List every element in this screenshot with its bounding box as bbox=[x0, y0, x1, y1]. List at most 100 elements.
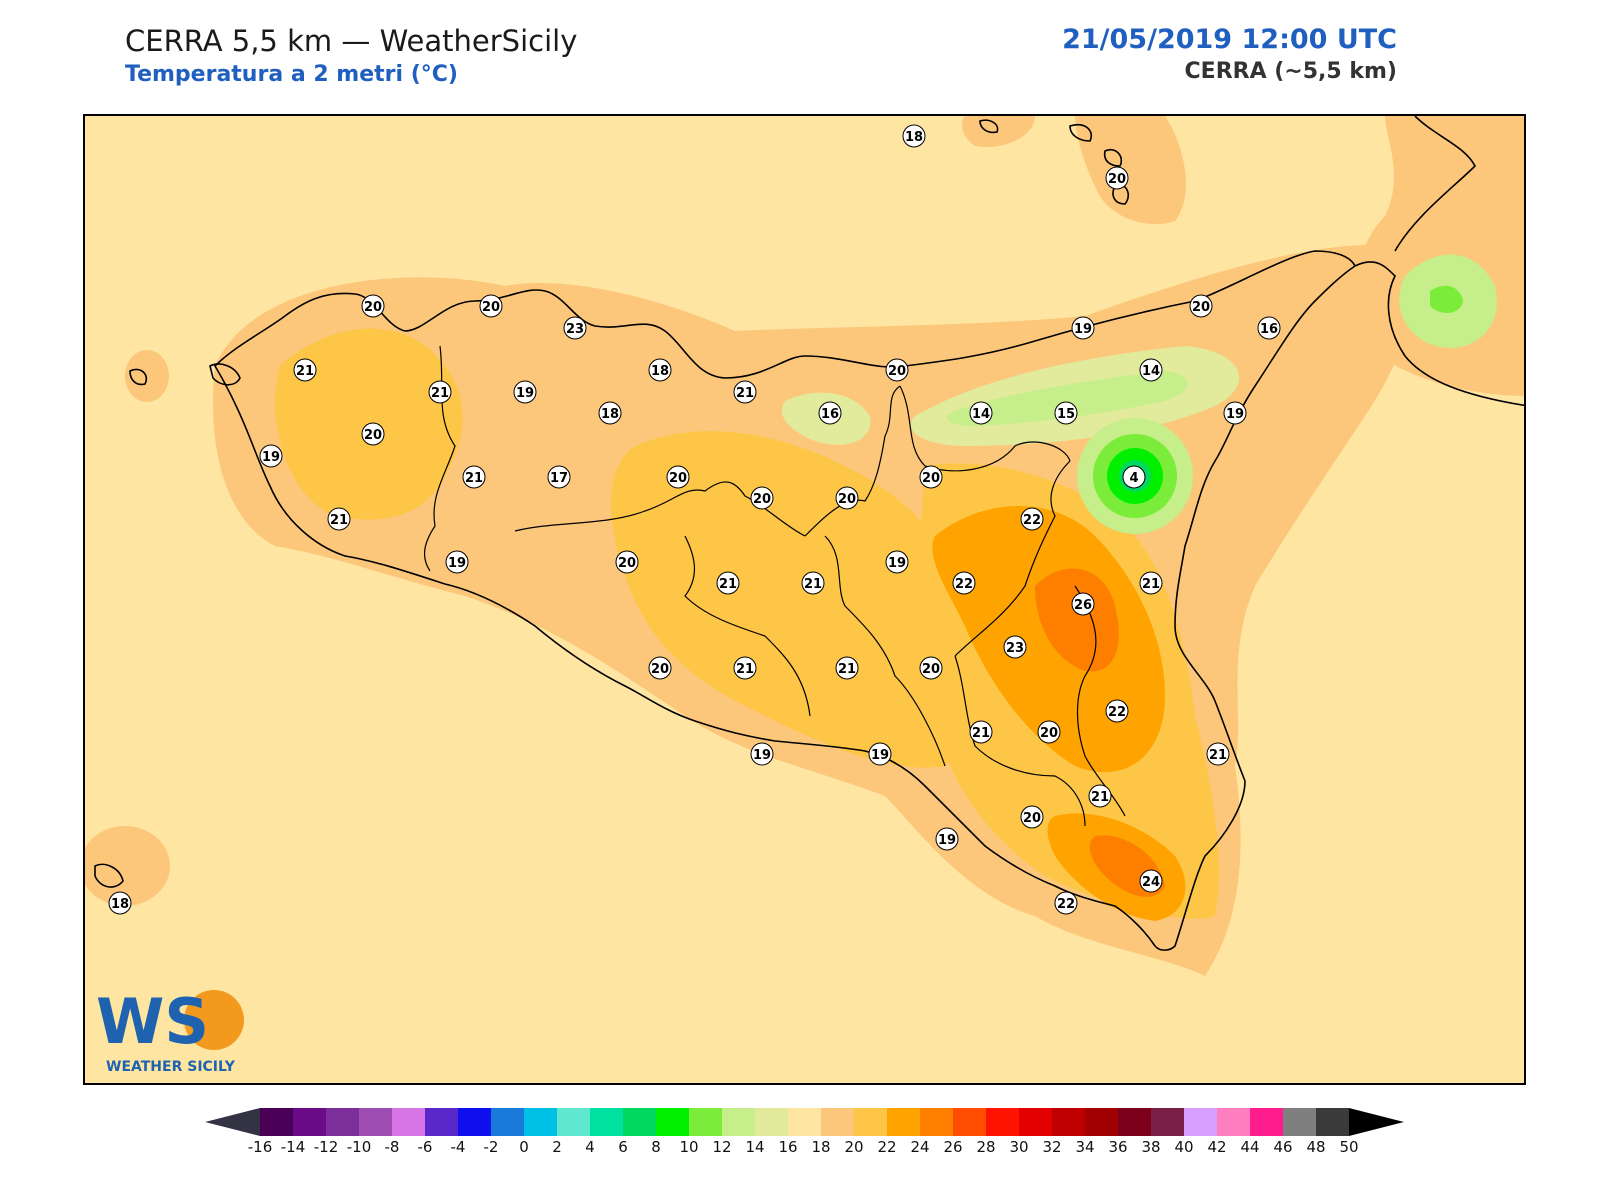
station-value: 20 bbox=[482, 300, 500, 315]
station-marker[interactable]: 21 bbox=[462, 465, 486, 489]
colorbar-swatch bbox=[1019, 1108, 1052, 1136]
station-marker[interactable]: 19 bbox=[935, 827, 959, 851]
station-marker[interactable]: 19 bbox=[513, 380, 537, 404]
border-pa-me bbox=[899, 385, 1071, 472]
station-marker[interactable]: 21 bbox=[733, 380, 757, 404]
colorbar-tick-label: -8 bbox=[384, 1138, 400, 1156]
station-marker[interactable]: 14 bbox=[1139, 358, 1163, 382]
station-value: 21 bbox=[736, 662, 754, 677]
station-marker[interactable]: 20 bbox=[479, 294, 503, 318]
station-markers: 18 20 20 20 23 21 21 19 20 18 18 21 16 2… bbox=[108, 124, 1281, 915]
calabria-cold bbox=[1430, 285, 1463, 313]
station-marker[interactable]: 19 bbox=[259, 444, 283, 468]
station-marker[interactable]: 21 bbox=[293, 358, 317, 382]
colorbar-tick-label: 30 bbox=[1009, 1138, 1029, 1156]
station-marker[interactable]: 20 bbox=[361, 422, 385, 446]
station-marker[interactable]: 14 bbox=[969, 401, 993, 425]
station-value: 14 bbox=[972, 407, 990, 422]
station-marker[interactable]: 22 bbox=[1105, 699, 1129, 723]
map-panel[interactable]: 18 20 20 20 23 21 21 19 20 18 18 21 16 2… bbox=[83, 114, 1526, 1085]
station-marker[interactable]: 21 bbox=[428, 380, 452, 404]
station-marker[interactable]: 24 bbox=[1139, 869, 1163, 893]
station-marker[interactable]: 19 bbox=[885, 550, 909, 574]
station-marker[interactable]: 21 bbox=[835, 656, 859, 680]
station-value: 20 bbox=[364, 428, 382, 443]
station-value: 16 bbox=[821, 407, 839, 422]
station-marker[interactable]: 22 bbox=[952, 571, 976, 595]
station-marker[interactable]: 20 bbox=[835, 486, 859, 510]
station-marker[interactable]: 21 bbox=[1088, 784, 1112, 808]
station-marker[interactable]: 21 bbox=[801, 571, 825, 595]
station-value: 14 bbox=[1142, 364, 1160, 379]
station-value: 21 bbox=[804, 577, 822, 592]
colorbar-tick-label: -2 bbox=[483, 1138, 499, 1156]
station-value: 20 bbox=[364, 300, 382, 315]
station-marker[interactable]: 18 bbox=[902, 124, 926, 148]
weather-sicily-logo: WS WEATHER SICILY bbox=[96, 985, 256, 1075]
station-value: 20 bbox=[922, 662, 940, 677]
station-marker[interactable]: 16 bbox=[1257, 316, 1281, 340]
sun-icon bbox=[184, 990, 244, 1050]
station-marker[interactable]: 19 bbox=[1223, 401, 1247, 425]
egadi-island-2 bbox=[209, 363, 241, 386]
station-marker[interactable]: 22 bbox=[1020, 507, 1044, 531]
sicily-coastline bbox=[213, 250, 1357, 951]
station-value: 4 bbox=[1129, 471, 1138, 486]
station-marker[interactable]: 15 bbox=[1054, 401, 1078, 425]
station-marker[interactable]: 23 bbox=[563, 316, 587, 340]
colorbar-swatch bbox=[953, 1108, 986, 1136]
station-marker[interactable]: 20 bbox=[1189, 294, 1213, 318]
station-marker[interactable]: 19 bbox=[750, 742, 774, 766]
station-marker[interactable]: 4 bbox=[1122, 465, 1146, 489]
station-value: 19 bbox=[262, 450, 280, 465]
station-marker[interactable]: 20 bbox=[666, 465, 690, 489]
colorbar-tick-label: -16 bbox=[247, 1138, 273, 1156]
station-value: 16 bbox=[1260, 322, 1278, 337]
station-marker[interactable]: 20 bbox=[648, 656, 672, 680]
station-value: 17 bbox=[550, 471, 568, 486]
station-marker[interactable]: 21 bbox=[969, 720, 993, 744]
station-marker[interactable]: 23 bbox=[1003, 635, 1027, 659]
colorbar-swatch bbox=[1250, 1108, 1283, 1136]
pantelleria-island bbox=[94, 863, 124, 888]
calabria-coast bbox=[1354, 261, 1524, 407]
station-marker[interactable]: 18 bbox=[598, 401, 622, 425]
station-marker[interactable]: 21 bbox=[716, 571, 740, 595]
station-marker[interactable]: 19 bbox=[445, 550, 469, 574]
station-marker[interactable]: 21 bbox=[1206, 742, 1230, 766]
station-value: 19 bbox=[871, 748, 889, 763]
station-marker[interactable]: 21 bbox=[733, 656, 757, 680]
colorbar-tick-label: 32 bbox=[1042, 1138, 1062, 1156]
station-marker[interactable]: 16 bbox=[818, 401, 842, 425]
station-value: 18 bbox=[111, 897, 129, 912]
station-marker[interactable]: 22 bbox=[1054, 891, 1078, 915]
colorbar-tick-label: 50 bbox=[1339, 1138, 1359, 1156]
colorbar-tick-label: 44 bbox=[1240, 1138, 1260, 1156]
egadi-island-1 bbox=[129, 368, 148, 386]
station-marker[interactable]: 20 bbox=[1020, 805, 1044, 829]
aeolian-halo-2 bbox=[1075, 116, 1186, 225]
station-marker[interactable]: 26 bbox=[1071, 592, 1095, 616]
station-marker[interactable]: 20 bbox=[615, 550, 639, 574]
colorbar-swatch bbox=[260, 1108, 293, 1136]
ustica-island bbox=[979, 119, 999, 134]
station-marker[interactable]: 20 bbox=[1105, 166, 1129, 190]
station-marker[interactable]: 17 bbox=[547, 465, 571, 489]
station-marker[interactable]: 19 bbox=[868, 742, 892, 766]
station-value: 22 bbox=[1108, 705, 1126, 720]
station-marker[interactable]: 21 bbox=[327, 507, 351, 531]
station-marker[interactable]: 20 bbox=[919, 656, 943, 680]
station-marker[interactable]: 20 bbox=[1037, 720, 1061, 744]
station-marker[interactable]: 19 bbox=[1071, 316, 1095, 340]
station-marker[interactable]: 18 bbox=[108, 891, 132, 915]
station-marker[interactable]: 20 bbox=[361, 294, 385, 318]
station-marker[interactable]: 20 bbox=[885, 358, 909, 382]
temperature-shading bbox=[85, 116, 1524, 976]
station-marker[interactable]: 18 bbox=[648, 358, 672, 382]
station-marker[interactable]: 20 bbox=[750, 486, 774, 510]
station-value: 20 bbox=[651, 662, 669, 677]
station-value: 18 bbox=[651, 364, 669, 379]
station-marker[interactable]: 21 bbox=[1139, 571, 1163, 595]
station-value: 20 bbox=[1023, 811, 1041, 826]
station-marker[interactable]: 20 bbox=[919, 465, 943, 489]
